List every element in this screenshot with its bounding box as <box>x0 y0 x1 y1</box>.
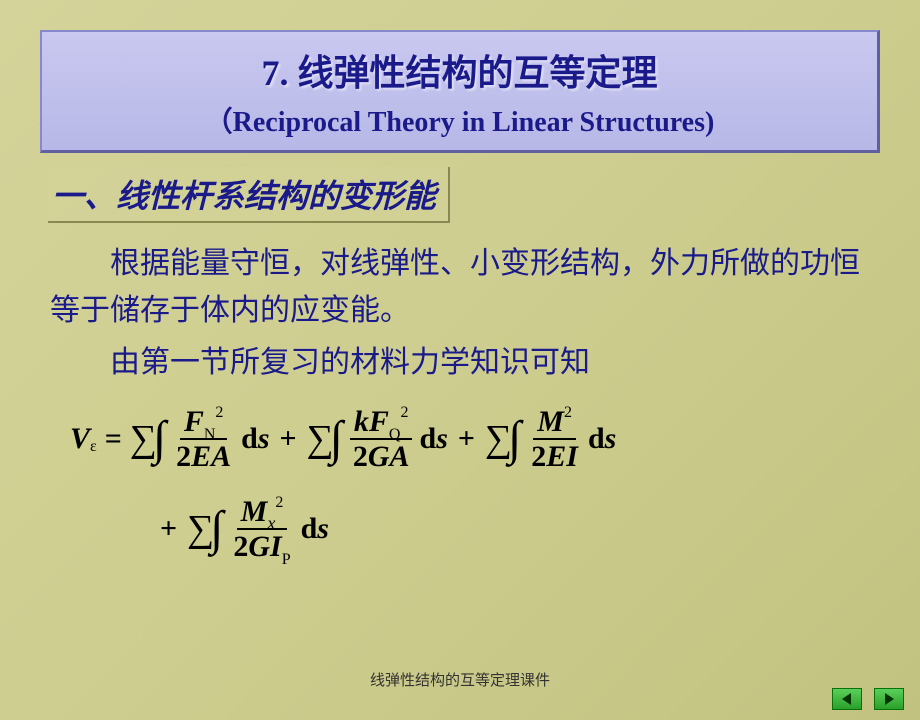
body-text: 根据能量守恒，对线弹性、小变形结构，外力所做的功恒等于储存于体内的应变能。 由第… <box>50 241 870 387</box>
ds-2: ds <box>420 422 448 456</box>
title-main: 7. 线弹性结构的互等定理 <box>62 44 857 96</box>
term-2-fraction: kFQ2 2GA <box>349 405 414 473</box>
section-heading-text: 一、线性杆系结构的变形能 <box>52 178 436 214</box>
plus-3: + <box>160 512 177 546</box>
strain-energy-formula: Vε = ∑ ∫ FN2 2EA ds + ∑ ∫ kFQ2 2GA ds + … <box>70 405 870 563</box>
ds-1: ds <box>241 422 269 456</box>
integral-3: ∫ <box>508 411 521 466</box>
plus-1: + <box>280 422 297 456</box>
formula-line-1: Vε = ∑ ∫ FN2 2EA ds + ∑ ∫ kFQ2 2GA ds + … <box>70 405 870 473</box>
nav-buttons <box>832 688 904 710</box>
title-banner: 7. 线弹性结构的互等定理 （Reciprocal Theory in Line… <box>40 30 880 153</box>
formula-line-2: + ∑ ∫ Mx2 2GIP ds <box>150 495 870 563</box>
next-button[interactable] <box>874 688 904 710</box>
ds-4: ds <box>301 512 329 546</box>
formula-lhs-var: V <box>70 422 90 456</box>
prev-button[interactable] <box>832 688 862 710</box>
plus-2: + <box>458 422 475 456</box>
ds-3: ds <box>588 422 616 456</box>
section-header: 一、线性杆系结构的变形能 <box>48 167 450 223</box>
term-4-fraction: Mx2 2GIP <box>229 495 294 563</box>
integral-4: ∫ <box>210 501 223 556</box>
triangle-right-icon <box>882 692 896 706</box>
integral-2: ∫ <box>330 411 343 466</box>
triangle-left-icon <box>840 692 854 706</box>
term-1-fraction: FN2 2EA <box>172 405 235 473</box>
equals-sign: = <box>105 422 122 456</box>
term-3-fraction: M2 2EI <box>527 405 582 473</box>
paragraph-1: 根据能量守恒，对线弹性、小变形结构，外力所做的功恒等于储存于体内的应变能。 <box>50 241 870 334</box>
footer-caption: 线弹性结构的互等定理课件 <box>0 669 920 690</box>
integral-1: ∫ <box>153 411 166 466</box>
paragraph-2: 由第一节所复习的材料力学知识可知 <box>50 340 870 387</box>
title-subtitle: （Reciprocal Theory in Linear Structures) <box>62 100 857 140</box>
formula-lhs-sub: ε <box>90 438 97 456</box>
